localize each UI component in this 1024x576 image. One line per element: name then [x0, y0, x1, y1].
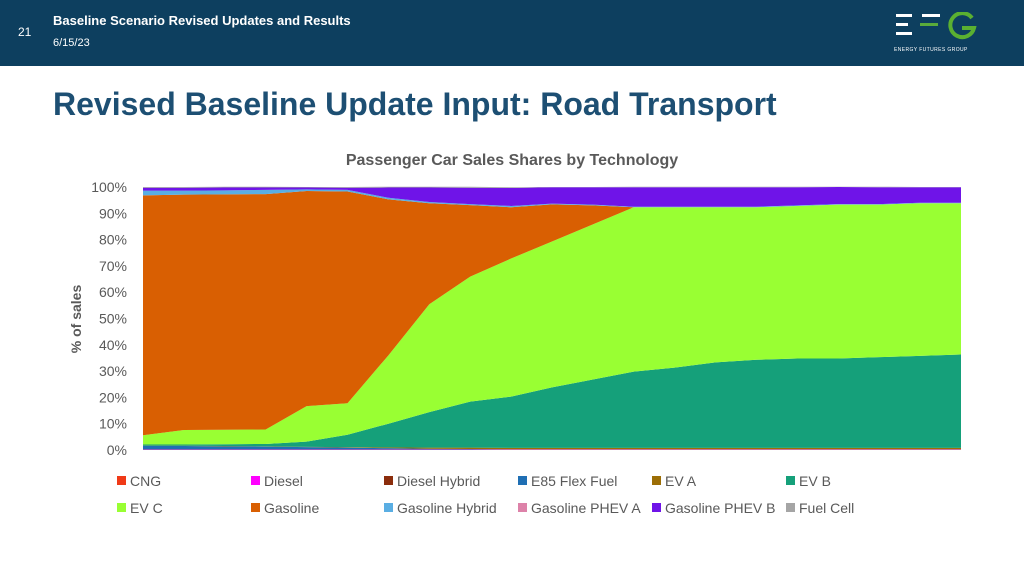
legend-label: EV A [665, 473, 697, 489]
legend-label: CNG [130, 473, 161, 489]
y-axis-label: % of sales [68, 285, 84, 354]
area-ev-a [143, 445, 961, 450]
legend-swatch [652, 476, 661, 485]
legend-label: Gasoline PHEV B [665, 500, 776, 516]
legend-swatch [117, 476, 126, 485]
legend-label: Gasoline [264, 500, 319, 516]
y-tick-label: 70% [99, 258, 127, 274]
legend-label: EV C [130, 500, 163, 516]
legend-swatch [384, 476, 393, 485]
y-tick-label: 50% [99, 311, 127, 327]
efg-logo: ENERGY FUTURES GROUP [894, 11, 978, 56]
y-tick-label: 40% [99, 337, 127, 353]
y-tick-label: 100% [91, 179, 127, 195]
area-ev-b [143, 354, 961, 448]
area-e85-flex-fuel [143, 446, 961, 450]
sales-share-chart: Passenger Car Sales Shares by Technology… [68, 152, 961, 516]
legend-swatch [786, 476, 795, 485]
legend-label: Gasoline PHEV A [531, 500, 641, 516]
header-date: 6/15/23 [53, 37, 90, 49]
area-ev-c [143, 203, 961, 445]
legend: CNG Diesel Diesel Hybrid E85 Flex Fuel EV A E… [117, 473, 854, 516]
legend-label: Gasoline Hybrid [397, 500, 497, 516]
y-tick-label: 90% [99, 205, 127, 221]
legend-label: E85 Flex Fuel [531, 473, 617, 489]
y-tick-label: 10% [99, 416, 127, 432]
y-tick-label: 60% [99, 284, 127, 300]
y-tick-label: 80% [99, 232, 127, 248]
y-tick-label: 0% [107, 442, 127, 458]
y-tick-label: 30% [99, 363, 127, 379]
legend-swatch [518, 503, 527, 512]
legend-swatch [251, 503, 260, 512]
slide-number: 21 [18, 25, 32, 39]
efg-logo-mark [896, 11, 977, 40]
y-tick-labels: 0% 10% 20% 30% 40% 50% 60% 70% 80% 90% 100% [91, 179, 127, 458]
header-title: Baseline Scenario Revised Updates and Re… [53, 13, 351, 28]
legend-swatch [251, 476, 260, 485]
legend-swatch [384, 503, 393, 512]
page-title: Revised Baseline Update Input: Road Tran… [53, 86, 777, 122]
legend-swatch [786, 503, 795, 512]
area-layers [143, 186, 961, 450]
legend-swatch [117, 503, 126, 512]
legend-label: Diesel [264, 473, 303, 489]
legend-label: Fuel Cell [799, 500, 854, 516]
legend-label: EV B [799, 473, 831, 489]
area-fuel-cell [143, 186, 961, 189]
legend-label: Diesel Hybrid [397, 473, 480, 489]
legend-swatch [652, 503, 661, 512]
area-gasoline [143, 190, 961, 436]
area-gasoline-phev-b [143, 187, 961, 207]
y-tick-label: 20% [99, 389, 127, 405]
area-gasoline-hybrid [143, 189, 961, 208]
legend-swatch [518, 476, 527, 485]
chart-title: Passenger Car Sales Shares by Technology [346, 152, 678, 169]
header-bar: 21 Baseline Scenario Revised Updates and… [0, 0, 1024, 66]
logo-text: ENERGY FUTURES GROUP [894, 47, 968, 53]
